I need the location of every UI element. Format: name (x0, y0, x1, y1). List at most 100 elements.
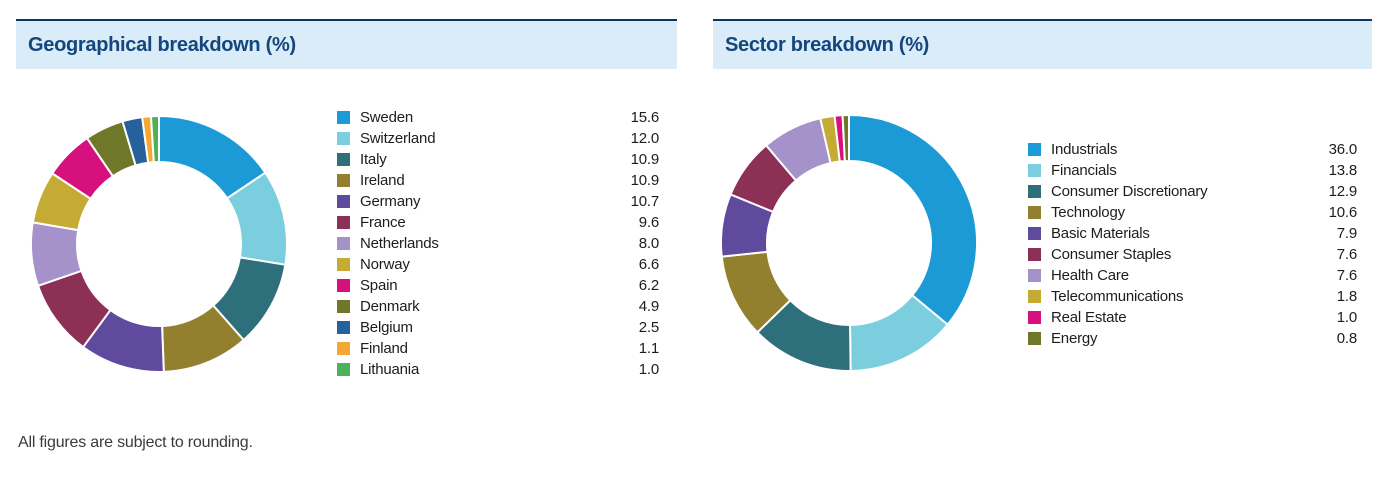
legend-label: Switzerland (360, 130, 436, 147)
legend-swatch-icon (1028, 185, 1041, 198)
legend-swatch-icon (337, 321, 350, 334)
donut-segment-industrials (848, 114, 978, 326)
legend-value: 36.0 (1328, 141, 1358, 158)
legend-value: 8.0 (638, 235, 659, 252)
legend-item-basic-materials: Basic Materials 7.9 (1028, 223, 1357, 244)
legend-label: Real Estate (1051, 309, 1127, 326)
legend-swatch-icon (337, 195, 350, 208)
legend-label: Health Care (1051, 267, 1129, 284)
legend-item-spain: Spain 6.2 (337, 275, 659, 296)
legend-label: Consumer Staples (1051, 246, 1172, 263)
legend-item-finland: Finland 1.1 (337, 338, 659, 359)
legend-swatch-icon (1028, 164, 1041, 177)
legend-item-financials: Financials 13.8 (1028, 160, 1357, 181)
legend-label: France (360, 214, 406, 231)
legend-swatch-icon (1028, 248, 1041, 261)
legend-item-norway: Norway 6.6 (337, 254, 659, 275)
legend-swatch-icon (1028, 269, 1041, 282)
sector-donut-chart (720, 113, 978, 372)
legend-item-ireland: Ireland 10.9 (337, 170, 659, 191)
legend-value: 7.6 (1336, 267, 1357, 284)
geo-panel-header: Geographical breakdown (%) (16, 19, 677, 69)
legend-item-france: France 9.6 (337, 212, 659, 233)
donut-segment-energy (841, 113, 850, 163)
legend-label: Finland (360, 340, 408, 357)
geo-legend: Sweden 15.6 Switzerland 12.0 Italy 10.9 Irelan… (337, 107, 659, 380)
legend-label: Italy (360, 151, 387, 168)
legend-value: 1.8 (1336, 288, 1357, 305)
geo-donut-chart (30, 114, 288, 373)
geo-panel-title: Geographical breakdown (%) (28, 33, 296, 56)
legend-label: Germany (360, 193, 421, 210)
legend-label: Financials (1051, 162, 1117, 179)
legend-label: Ireland (360, 172, 405, 189)
legend-value: 12.0 (630, 130, 660, 147)
legend-swatch-icon (337, 258, 350, 271)
legend-value: 10.9 (630, 151, 660, 168)
legend-label: Sweden (360, 109, 414, 126)
legend-label: Industrials (1051, 141, 1118, 158)
legend-swatch-icon (337, 153, 350, 166)
legend-swatch-icon (1028, 206, 1041, 219)
legend-value: 6.2 (638, 277, 659, 294)
legend-swatch-icon (1028, 311, 1041, 324)
sector-panel-header: Sector breakdown (%) (713, 19, 1372, 69)
legend-value: 7.6 (1336, 246, 1357, 263)
legend-value: 4.9 (638, 298, 659, 315)
legend-swatch-icon (1028, 332, 1041, 345)
legend-value: 13.8 (1328, 162, 1358, 179)
legend-item-sweden: Sweden 15.6 (337, 107, 659, 128)
legend-value: 1.0 (1336, 309, 1357, 326)
legend-item-telecommunications: Telecommunications 1.8 (1028, 286, 1357, 307)
legend-swatch-icon (337, 237, 350, 250)
legend-swatch-icon (1028, 290, 1041, 303)
legend-value: 10.7 (630, 193, 660, 210)
legend-swatch-icon (337, 132, 350, 145)
legend-swatch-icon (337, 363, 350, 376)
legend-item-italy: Italy 10.9 (337, 149, 659, 170)
legend-item-denmark: Denmark 4.9 (337, 296, 659, 317)
sector-panel-title: Sector breakdown (%) (725, 33, 930, 56)
legend-swatch-icon (337, 300, 350, 313)
legend-value: 2.5 (638, 319, 659, 336)
legend-item-consumer-discretionary: Consumer Discretionary 12.9 (1028, 181, 1357, 202)
legend-value: 15.6 (630, 109, 660, 126)
legend-item-energy: Energy 0.8 (1028, 328, 1357, 349)
legend-value: 7.9 (1336, 225, 1357, 242)
donut-segment-lithuania (149, 114, 160, 164)
legend-label: Telecommunications (1051, 288, 1184, 305)
legend-item-health-care: Health Care 7.6 (1028, 265, 1357, 286)
legend-swatch-icon (337, 279, 350, 292)
legend-value: 1.0 (638, 361, 659, 378)
legend-item-germany: Germany 10.7 (337, 191, 659, 212)
legend-label: Norway (360, 256, 410, 273)
legend-label: Energy (1051, 330, 1098, 347)
legend-swatch-icon (337, 111, 350, 124)
legend-value: 10.9 (630, 172, 660, 189)
legend-item-netherlands: Netherlands 8.0 (337, 233, 659, 254)
legend-label: Consumer Discretionary (1051, 183, 1208, 200)
legend-value: 10.6 (1328, 204, 1358, 221)
legend-swatch-icon (337, 216, 350, 229)
legend-label: Spain (360, 277, 398, 294)
legend-item-switzerland: Switzerland 12.0 (337, 128, 659, 149)
legend-label: Basic Materials (1051, 225, 1150, 242)
legend-item-real-estate: Real Estate 1.0 (1028, 307, 1357, 328)
legend-swatch-icon (1028, 143, 1041, 156)
legend-value: 9.6 (638, 214, 659, 231)
legend-item-consumer-staples: Consumer Staples 7.6 (1028, 244, 1357, 265)
legend-label: Netherlands (360, 235, 439, 252)
legend-item-belgium: Belgium 2.5 (337, 317, 659, 338)
legend-value: 6.6 (638, 256, 659, 273)
legend-item-lithuania: Lithuania 1.0 (337, 359, 659, 380)
sector-legend: Industrials 36.0 Financials 13.8 Consumer Di… (1028, 139, 1357, 349)
legend-item-industrials: Industrials 36.0 (1028, 139, 1357, 160)
legend-label: Lithuania (360, 361, 420, 378)
legend-label: Belgium (360, 319, 413, 336)
legend-value: 0.8 (1336, 330, 1357, 347)
legend-value: 12.9 (1328, 183, 1358, 200)
legend-swatch-icon (337, 342, 350, 355)
legend-swatch-icon (1028, 227, 1041, 240)
legend-swatch-icon (337, 174, 350, 187)
